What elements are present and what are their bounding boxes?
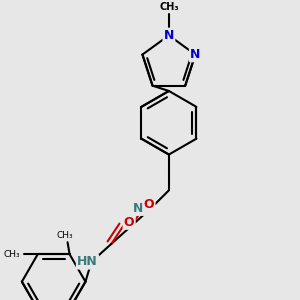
Text: O: O	[124, 216, 134, 229]
Text: CH₃: CH₃	[56, 231, 73, 240]
Text: N: N	[164, 29, 174, 42]
Text: O: O	[144, 198, 154, 211]
Text: HN: HN	[77, 255, 98, 268]
Text: NH: NH	[133, 202, 153, 215]
Text: CH₃: CH₃	[3, 250, 20, 259]
Text: N: N	[190, 48, 200, 61]
Text: CH₃: CH₃	[159, 2, 179, 11]
